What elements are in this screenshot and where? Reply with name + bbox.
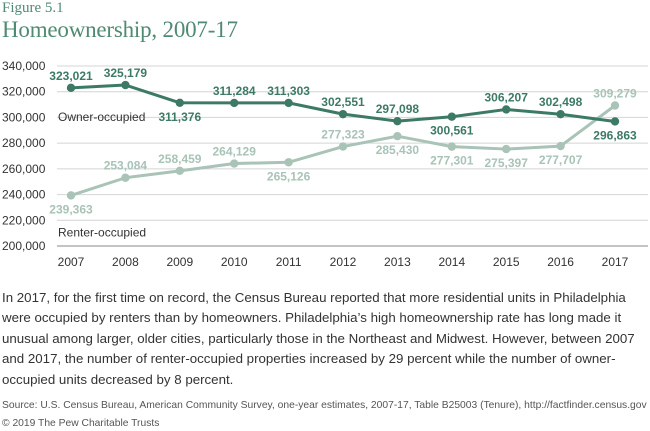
data-point-renter: [610, 101, 620, 110]
y-tick-label: 340,000: [2, 59, 46, 73]
data-point-owner: [502, 105, 511, 114]
data-point-renter: [284, 158, 293, 167]
x-tick-label: 2011: [276, 255, 302, 269]
data-label-owner: 306,207: [485, 90, 529, 104]
data-point-renter: [175, 166, 184, 176]
data-label-renter: 277,707: [539, 153, 583, 167]
data-point-renter: [66, 191, 76, 200]
data-point-owner: [338, 109, 348, 119]
data-label-renter: 277,323: [321, 128, 365, 142]
data-label-renter: 239,363: [49, 202, 93, 216]
y-tick-label: 260,000: [2, 162, 46, 176]
data-label-renter: 253,084: [104, 159, 148, 173]
x-tick-label: 2009: [166, 255, 193, 269]
x-tick-label: 2013: [384, 255, 411, 269]
data-point-renter: [556, 141, 565, 151]
x-tick-label: 2014: [438, 255, 465, 269]
data-label-owner: 300,561: [430, 124, 474, 138]
data-point-renter: [121, 173, 130, 182]
data-point-renter: [230, 159, 239, 168]
x-tick-label: 2012: [330, 255, 357, 269]
line-chart: 200,000 220,000 240,000 260,000 280,000 300,0…: [2, 59, 648, 269]
data-label-owner: 311,303: [267, 84, 310, 98]
data-point-owner: [66, 83, 76, 93]
data-label-renter: 309,279: [593, 86, 637, 100]
data-label-owner: 325,179: [104, 66, 148, 80]
copyright-note: © 2019 The Pew Charitable Trusts: [2, 418, 160, 429]
data-label-owner: 297,098: [376, 102, 420, 116]
data-label-owner: 311,284: [213, 84, 256, 98]
data-point-owner: [121, 80, 130, 90]
data-point-renter: [393, 131, 402, 141]
x-tick-label: 2010: [221, 255, 248, 269]
data-point-owner: [175, 98, 184, 108]
data-point-renter: [502, 144, 511, 154]
data-label-renter: 277,301: [430, 154, 474, 168]
x-tick-label: 2007: [58, 255, 85, 269]
y-tick-label: 280,000: [2, 136, 46, 150]
data-point-owner: [230, 98, 239, 108]
data-label-owner: 302,498: [539, 95, 583, 109]
data-label-owner: 302,551: [321, 95, 365, 109]
data-label-renter: 258,459: [158, 152, 202, 166]
data-label-renter: 285,430: [376, 143, 420, 157]
data-point-renter: [338, 142, 348, 151]
data-label-owner: 311,376: [158, 110, 201, 124]
x-tick-label: 2016: [547, 255, 574, 269]
data-point-owner: [447, 112, 456, 121]
data-label-renter: 275,397: [485, 156, 529, 170]
data-label-owner: 296,863: [593, 128, 637, 142]
x-tick-label: 2008: [112, 255, 139, 269]
data-label-renter: 264,129: [213, 145, 257, 159]
data-point-renter: [447, 142, 456, 151]
data-label-renter: 265,126: [267, 169, 311, 183]
chart-title: Homeownership, 2007-17: [2, 17, 238, 42]
source-note: Source: U.S. Census Bureau, American Com…: [2, 400, 647, 411]
data-point-owner: [284, 98, 293, 108]
y-tick-label: 220,000: [2, 213, 46, 227]
x-tick-label: 2017: [602, 255, 629, 269]
data-label-owner: 323,021: [49, 69, 93, 83]
data-point-owner: [393, 116, 402, 126]
y-tick-label: 320,000: [2, 85, 46, 99]
x-tick-label: 2015: [493, 255, 520, 269]
data-point-owner: [556, 110, 565, 119]
figure-label: Figure 5.1: [2, 0, 64, 16]
series-label-owner: Owner-occupied: [58, 110, 145, 124]
data-point-owner: [610, 117, 620, 126]
y-tick-label: 200,000: [2, 239, 46, 253]
series-label-renter: Renter-occupied: [58, 225, 146, 239]
y-tick-label: 300,000: [2, 110, 46, 124]
y-tick-label: 240,000: [2, 188, 46, 202]
caption-text: In 2017, for the first time on record, t…: [2, 290, 635, 387]
